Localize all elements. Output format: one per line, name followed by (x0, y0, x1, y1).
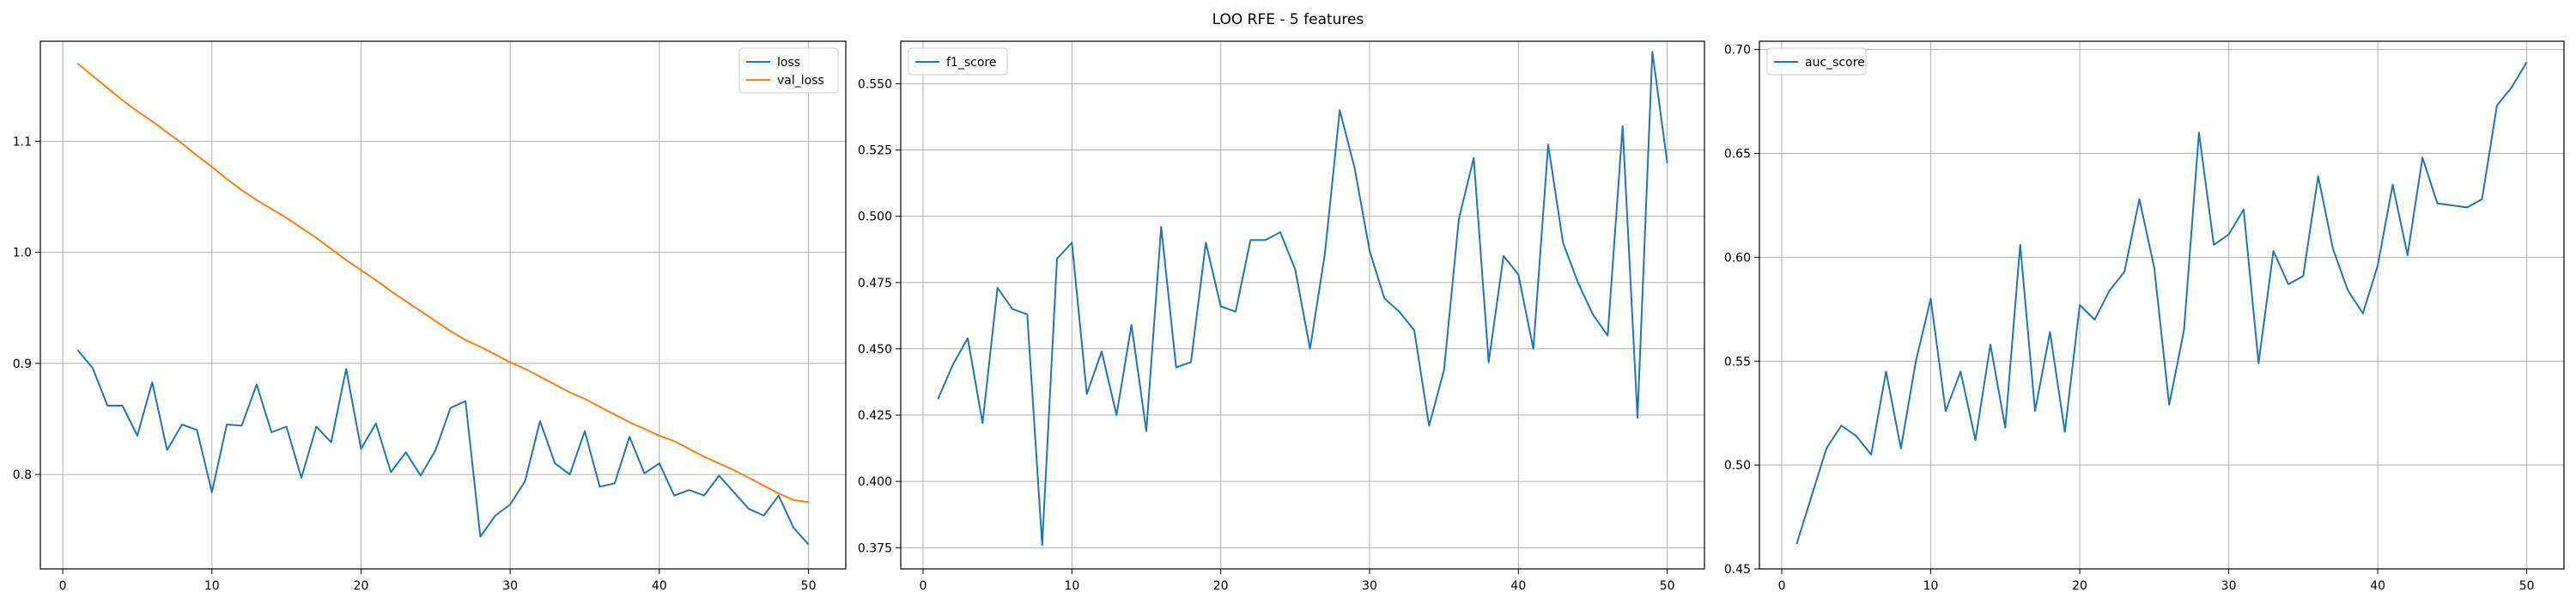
y-tick-label: 0.55 (1724, 355, 1751, 369)
legend-box (738, 47, 839, 94)
y-tick-label: 0.475 (858, 277, 892, 290)
y-tick-label: 0.550 (858, 77, 892, 91)
y-tick-label: 0.450 (858, 343, 892, 357)
y-tick-label: 0.60 (1724, 251, 1751, 265)
figure-title: LOO RFE - 5 features (1212, 11, 1364, 28)
x-tick-label: 20 (354, 579, 369, 593)
y-tick-label: 0.525 (858, 144, 892, 158)
subplot-f1-score: 0 10 20 30 40 50 0.375 0.400 0.425 0.450 0.475 0.50… (858, 40, 1705, 593)
y-tick-label: 0.400 (858, 475, 892, 489)
y-tick-label: 0.9 (13, 358, 32, 371)
x-tick-label: 40 (1510, 579, 1526, 593)
axes-frame (39, 40, 847, 570)
y-tick-label: 0.425 (858, 409, 892, 423)
series-line-f1-score (937, 51, 1668, 547)
legend-label: val_loss (777, 74, 824, 88)
axes-frame (900, 40, 1705, 570)
legend-label: f1_score (946, 56, 996, 70)
y-tick-label: 0.45 (1724, 563, 1751, 577)
x-tick-label: 20 (1213, 579, 1229, 593)
x-tick-label: 0 (59, 579, 67, 593)
x-tick-label: 30 (502, 579, 518, 593)
y-tick-label: 1.1 (13, 135, 32, 149)
legend-box (908, 47, 1008, 76)
x-tick-label: 50 (1660, 579, 1675, 593)
x-tick-label: 40 (2370, 579, 2385, 593)
x-tick-label: 20 (2072, 579, 2087, 593)
y-tick-label: 0.8 (13, 468, 32, 482)
legend-label: loss (777, 56, 800, 70)
x-tick-label: 0 (920, 579, 927, 593)
x-tick-label: 50 (2519, 579, 2535, 593)
series-line-auc-score (1795, 61, 2528, 545)
x-tick-label: 30 (1362, 579, 1377, 593)
x-tick-label: 10 (1064, 579, 1079, 593)
subplot-auc-score: 0 10 20 30 40 50 0.45 0.50 0.55 0.60 0.65 0.70 auc_s… (1724, 40, 2565, 593)
y-tick-label: 0.50 (1724, 459, 1751, 473)
x-tick-label: 0 (1778, 579, 1786, 593)
series-line-loss (76, 349, 810, 546)
axes-frame (1759, 40, 2565, 570)
legend-box (1766, 47, 1867, 76)
y-tick-label: 0.375 (858, 541, 892, 555)
subplot-loss: 0 10 20 30 40 50 0.8 0.9 1.0 1.1 loss val_loss (13, 40, 847, 593)
x-tick-label: 50 (801, 579, 817, 593)
legend-label: auc_score (1805, 56, 1865, 70)
x-tick-label: 40 (652, 579, 667, 593)
y-tick-label: 0.65 (1724, 148, 1751, 162)
series-line-val-loss (76, 63, 809, 504)
y-tick-label: 0.500 (858, 211, 892, 224)
y-tick-label: 0.70 (1724, 44, 1751, 58)
x-tick-label: 10 (1923, 579, 1939, 593)
y-tick-label: 1.0 (13, 247, 32, 260)
x-tick-label: 30 (2221, 579, 2237, 593)
x-tick-label: 10 (204, 579, 220, 593)
